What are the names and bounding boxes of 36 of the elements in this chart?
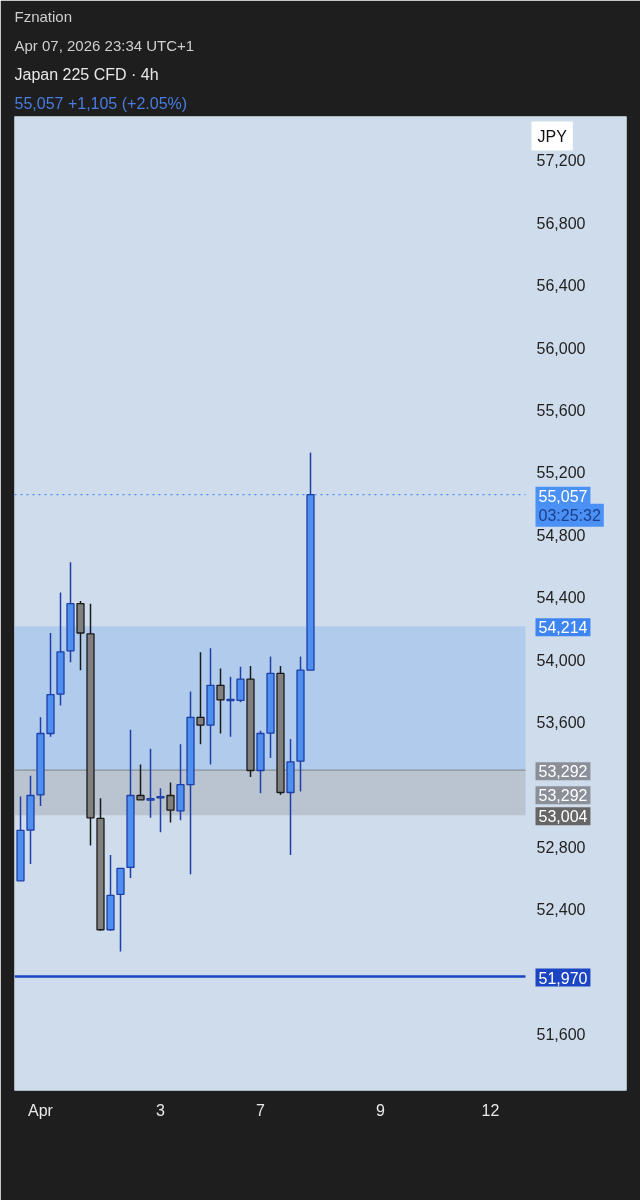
text: Apr 07, 2026 23:34 UTC+1 <box>14 36 195 54</box>
y-tick-label: 54,400 <box>536 589 586 607</box>
candlestick <box>216 667 225 735</box>
candlestick <box>166 781 175 824</box>
x-tick-label: 3 <box>156 1101 166 1119</box>
candlestick <box>156 787 165 834</box>
chart-subtitle: 55,057 +1,105 (+2.05%) <box>14 94 188 112</box>
candlestick <box>146 747 155 819</box>
y-tick-label: 56,800 <box>536 214 586 232</box>
y-tick-label: 51,600 <box>536 1026 586 1044</box>
ref-line-label: 51,970 <box>538 969 588 987</box>
y-tick-label: 52,800 <box>536 839 586 856</box>
y-tick-label: 54,800 <box>536 526 586 544</box>
x-tick-label: 12 <box>481 1101 500 1119</box>
ref-line-label: 53,292 <box>538 763 588 781</box>
y-tick-label: 55,600 <box>536 401 586 419</box>
ref-line-label: 55,057 <box>538 487 588 505</box>
y-tick-label: 52,400 <box>536 901 586 919</box>
candlestick <box>196 651 205 746</box>
text: 03:25:32 <box>538 506 601 524</box>
y-tick-label: 54,000 <box>536 651 586 669</box>
candlestick <box>136 763 145 801</box>
text: Fznation <box>14 7 73 25</box>
chart-title: Japan 225 CFD · 4h <box>14 65 159 83</box>
y-tick-label: 56,000 <box>536 339 586 357</box>
x-tick-label: Apr <box>28 1101 54 1119</box>
x-tick-label: 9 <box>376 1101 386 1119</box>
band-label: 53,004 <box>538 808 588 826</box>
y-tick-label: 57,200 <box>536 152 586 170</box>
y-tick-label: 56,400 <box>536 277 586 295</box>
y-tick-label: 55,200 <box>536 464 586 482</box>
band-label: 54,214 <box>538 619 588 637</box>
y-tick-label: 53,600 <box>536 714 586 732</box>
text: 53,292 <box>538 787 588 805</box>
x-tick-label: 7 <box>256 1101 266 1119</box>
text: JPY <box>537 127 568 145</box>
